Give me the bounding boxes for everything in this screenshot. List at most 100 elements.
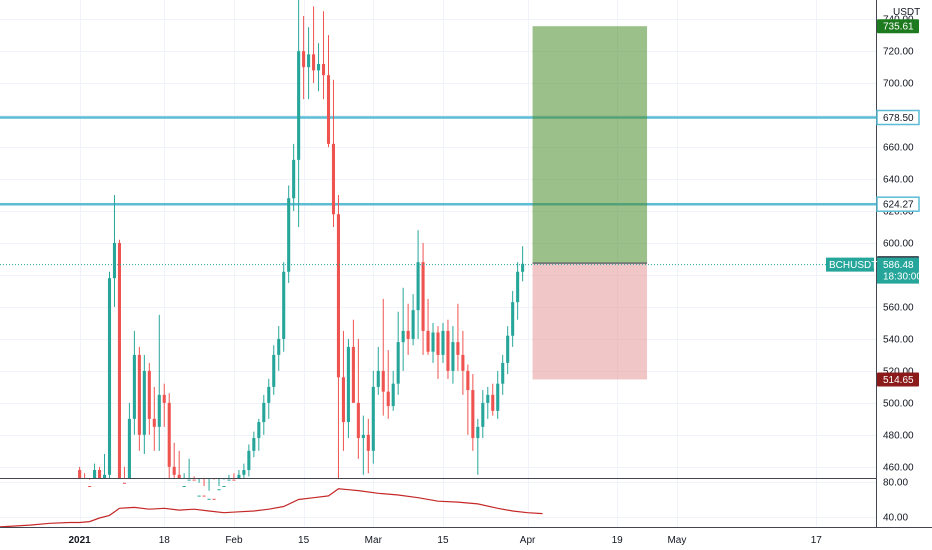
candle[interactable]: [302, 15, 306, 100]
candle[interactable]: [326, 35, 331, 148]
profit-zone[interactable]: [532, 26, 648, 264]
candle[interactable]: [102, 454, 107, 478]
candle[interactable]: [177, 450, 181, 478]
candle[interactable]: [436, 326, 440, 379]
candle[interactable]: [202, 478, 206, 497]
candle[interactable]: [217, 478, 221, 491]
candle[interactable]: [317, 43, 321, 92]
candle[interactable]: [381, 298, 385, 416]
candle[interactable]: [112, 195, 117, 307]
candle[interactable]: [401, 287, 405, 371]
candle[interactable]: [471, 374, 475, 451]
candle[interactable]: [117, 239, 121, 478]
candle[interactable]: [262, 394, 266, 435]
candle[interactable]: [356, 338, 360, 459]
candle[interactable]: [391, 370, 395, 411]
candle[interactable]: [282, 262, 286, 352]
candle[interactable]: [167, 393, 171, 478]
candle[interactable]: [461, 330, 465, 395]
candle[interactable]: [466, 364, 470, 435]
candle[interactable]: [122, 466, 126, 484]
candle[interactable]: [451, 326, 455, 384]
candle[interactable]: [227, 474, 231, 481]
candle[interactable]: [292, 143, 296, 212]
candle[interactable]: [501, 354, 505, 395]
candle[interactable]: [252, 431, 256, 458]
candle[interactable]: [421, 242, 425, 355]
price-axis[interactable]: USDT 460.00 480.00 500.00 520.00 540.00 560.00…: [876, 0, 932, 550]
candle[interactable]: [157, 314, 161, 451]
candle[interactable]: [152, 386, 156, 451]
candle[interactable]: [496, 370, 500, 419]
candle[interactable]: [93, 463, 97, 478]
candle[interactable]: [456, 303, 460, 371]
candle[interactable]: [371, 370, 375, 464]
candle-body: [227, 479, 231, 481]
candle[interactable]: [376, 346, 380, 395]
candle[interactable]: [232, 473, 236, 481]
candle[interactable]: [172, 442, 176, 478]
candle[interactable]: [511, 290, 515, 347]
candle[interactable]: [366, 418, 370, 474]
candle[interactable]: [192, 476, 196, 481]
candle[interactable]: [312, 6, 316, 84]
candle[interactable]: [297, 0, 301, 228]
candle[interactable]: [242, 463, 246, 478]
candle[interactable]: [267, 378, 271, 419]
candle[interactable]: [287, 185, 291, 283]
candle[interactable]: [406, 303, 410, 355]
candle[interactable]: [361, 415, 365, 475]
candle[interactable]: [277, 326, 281, 371]
candle[interactable]: [486, 386, 490, 419]
candle[interactable]: [396, 311, 400, 395]
candle[interactable]: [521, 246, 525, 282]
candle[interactable]: [491, 383, 495, 416]
candle[interactable]: [341, 330, 345, 451]
candle[interactable]: [516, 262, 520, 320]
candle[interactable]: [307, 27, 311, 100]
candle[interactable]: [426, 298, 430, 355]
candle[interactable]: [481, 390, 485, 439]
candle[interactable]: [147, 362, 151, 435]
candle[interactable]: [446, 319, 450, 379]
candle[interactable]: [476, 418, 480, 475]
candle[interactable]: [351, 319, 355, 403]
candle[interactable]: [162, 383, 166, 427]
candle[interactable]: [187, 458, 191, 481]
candle[interactable]: [386, 350, 390, 419]
candle[interactable]: [142, 354, 146, 455]
candle[interactable]: [182, 473, 186, 487]
candle-body: [172, 466, 176, 475]
candle[interactable]: [346, 338, 350, 439]
candle[interactable]: [336, 195, 340, 478]
symbol-tag-box: [826, 257, 874, 272]
candle[interactable]: [207, 478, 211, 500]
candle-body: [98, 470, 102, 478]
candle[interactable]: [107, 271, 112, 478]
candle[interactable]: [441, 322, 445, 363]
candle[interactable]: [331, 79, 336, 228]
candle[interactable]: [411, 294, 415, 346]
candle[interactable]: [237, 470, 241, 478]
loss-zone[interactable]: [532, 263, 648, 380]
level-price-tag[interactable]: 678.50: [876, 109, 920, 126]
candle[interactable]: [78, 466, 82, 478]
stop-price-tag[interactable]: 514.65: [877, 372, 919, 387]
time-axis[interactable]: 2021 18 Feb 15 Mar 15 Apr 19 May 17: [0, 527, 932, 550]
candle[interactable]: [127, 402, 131, 478]
candle[interactable]: [132, 330, 136, 435]
candle[interactable]: [272, 345, 276, 395]
candle[interactable]: [257, 418, 261, 451]
level-price-tag[interactable]: 624.27: [876, 196, 920, 212]
candle[interactable]: [247, 444, 251, 477]
target-price-tag[interactable]: 735.61: [877, 19, 919, 34]
candle[interactable]: [98, 466, 102, 478]
position-tool[interactable]: [532, 26, 648, 380]
candle[interactable]: [431, 322, 435, 363]
candle[interactable]: [416, 230, 420, 339]
candle[interactable]: [506, 326, 510, 375]
candle[interactable]: [321, 11, 326, 100]
candle[interactable]: [137, 346, 141, 451]
